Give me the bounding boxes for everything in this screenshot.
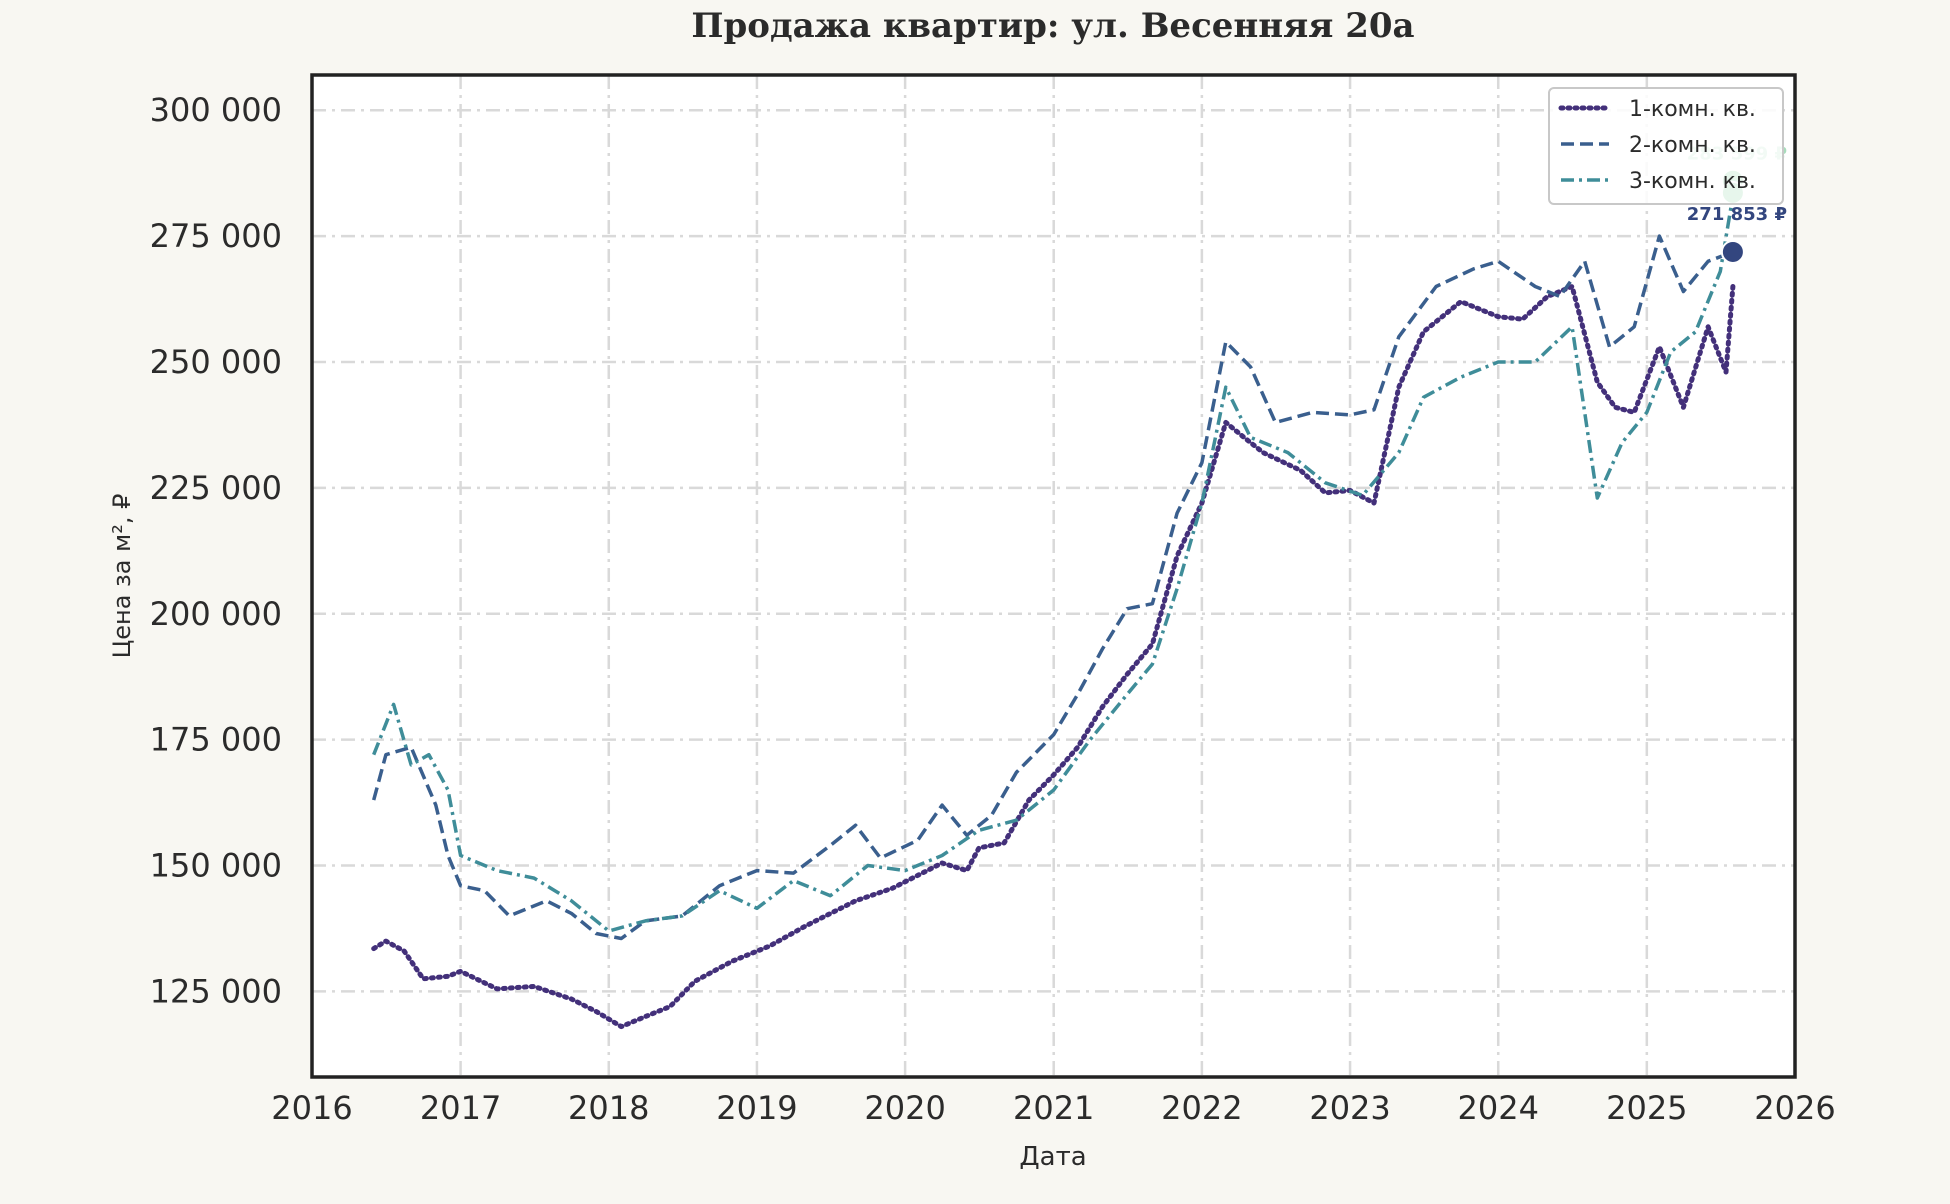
x-tick-label: 2026 <box>1754 1089 1835 1127</box>
series-line-2 <box>372 234 1734 941</box>
end-marker-3 <box>1720 239 1745 264</box>
legend-label: 1-комн. кв. <box>1629 97 1756 122</box>
x-tick-label: 2016 <box>271 1089 352 1127</box>
x-tick-label: 2019 <box>716 1089 797 1127</box>
y-tick-label: 200 000 <box>150 595 282 633</box>
end-value-label: 271 853 ₽ <box>1687 204 1787 225</box>
x-tick-label: 2020 <box>864 1089 945 1127</box>
y-tick-label: 250 000 <box>150 343 282 381</box>
x-axis-label: Дата <box>1019 1142 1086 1172</box>
y-tick-label: 300 000 <box>150 91 282 129</box>
chart-title: Продажа квартир: ул. Весенняя 20а <box>691 6 1414 46</box>
x-tick-label: 2023 <box>1309 1089 1390 1127</box>
y-axis-label: Цена за м², ₽ <box>108 494 136 659</box>
plot-area: 2016 2017 2018 2019 2020 2021 2022 2023 2024 2025… <box>150 73 1836 1127</box>
legend-box <box>1548 87 1784 205</box>
x-tick-label: 2025 <box>1606 1089 1687 1127</box>
x-tick-label: 2017 <box>420 1089 501 1127</box>
y-tick-label: 275 000 <box>150 217 282 255</box>
legend-label: 3-комн. кв. <box>1629 169 1756 194</box>
y-tick-label: 225 000 <box>150 469 282 507</box>
legend-label: 2-комн. кв. <box>1629 133 1756 158</box>
axes-frame <box>310 73 1797 1079</box>
x-tick-label: 2021 <box>1013 1089 1094 1127</box>
x-tick-label: 2022 <box>1161 1089 1242 1127</box>
y-tick-label: 175 000 <box>150 721 282 759</box>
x-tick-label: 2018 <box>568 1089 649 1127</box>
y-tick-label: 150 000 <box>150 847 282 885</box>
y-tick-label: 125 000 <box>150 972 282 1010</box>
x-tick-label: 2024 <box>1458 1089 1539 1127</box>
